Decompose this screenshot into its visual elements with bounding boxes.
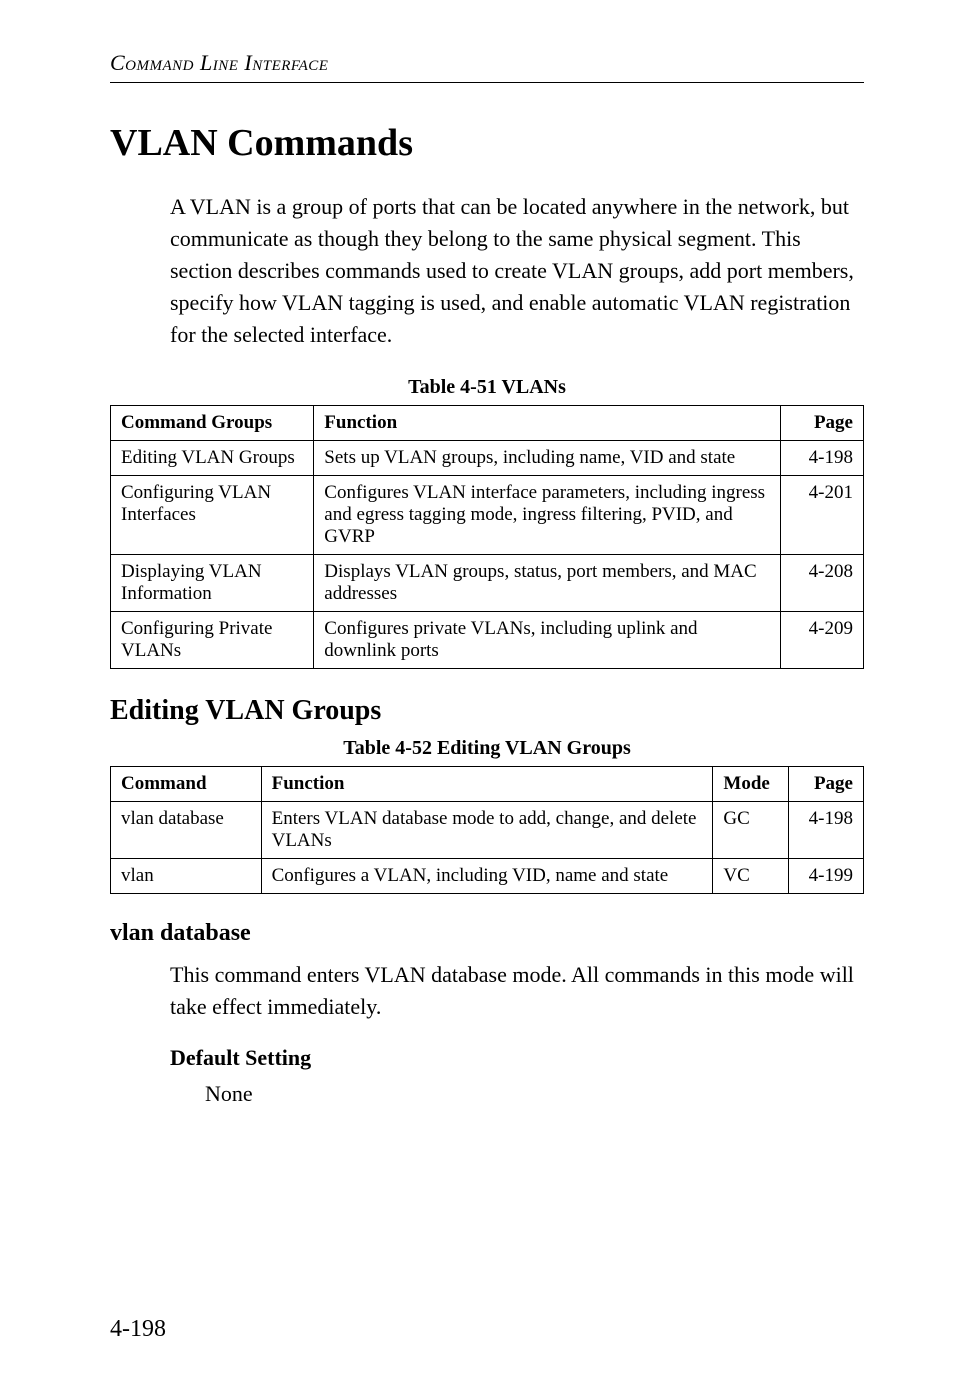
table-cell: VC bbox=[713, 859, 788, 894]
table-header-cell: Mode bbox=[713, 767, 788, 802]
table-cell: vlan database bbox=[111, 802, 262, 859]
table-header-row: Command Function Mode Page bbox=[111, 767, 864, 802]
table-row: Configuring VLAN Interfaces Configures V… bbox=[111, 476, 864, 555]
table1-caption: Table 4-51 VLANs bbox=[110, 376, 864, 399]
table-cell: Configures VLAN interface parameters, in… bbox=[314, 476, 781, 555]
table-cell: 4-209 bbox=[781, 612, 864, 669]
table-cell: Configures private VLANs, including upli… bbox=[314, 612, 781, 669]
table-row: vlan Configures a VLAN, including VID, n… bbox=[111, 859, 864, 894]
default-setting-label: Default Setting bbox=[170, 1045, 864, 1071]
table-header-cell: Page bbox=[781, 406, 864, 441]
table-header-cell: Page bbox=[788, 767, 863, 802]
table-cell: Sets up VLAN groups, including name, VID… bbox=[314, 441, 781, 476]
table-row: Editing VLAN Groups Sets up VLAN groups,… bbox=[111, 441, 864, 476]
default-setting-value: None bbox=[205, 1081, 864, 1107]
table-cell: 4-201 bbox=[781, 476, 864, 555]
table-row: vlan database Enters VLAN database mode … bbox=[111, 802, 864, 859]
table-cell: 4-198 bbox=[781, 441, 864, 476]
table-cell: Displaying VLAN Information bbox=[111, 555, 314, 612]
table-cell: 4-199 bbox=[788, 859, 863, 894]
table-cell: GC bbox=[713, 802, 788, 859]
table-cell: Displays VLAN groups, status, port membe… bbox=[314, 555, 781, 612]
table-cell: 4-198 bbox=[788, 802, 863, 859]
header-rule bbox=[110, 82, 864, 83]
table-editing-vlan-groups: Command Function Mode Page vlan database… bbox=[110, 766, 864, 894]
table-row: Displaying VLAN Information Displays VLA… bbox=[111, 555, 864, 612]
command-description: This command enters VLAN database mode. … bbox=[170, 959, 864, 1023]
table-cell: Editing VLAN Groups bbox=[111, 441, 314, 476]
table-header-cell: Function bbox=[261, 767, 713, 802]
intro-paragraph: A VLAN is a group of ports that can be l… bbox=[170, 191, 864, 350]
subsection-title: Editing VLAN Groups bbox=[110, 695, 864, 727]
running-head: Command Line Interface bbox=[110, 50, 864, 76]
table-header-cell: Command Groups bbox=[111, 406, 314, 441]
table-cell: Configuring VLAN Interfaces bbox=[111, 476, 314, 555]
table-cell: vlan bbox=[111, 859, 262, 894]
table-header-row: Command Groups Function Page bbox=[111, 406, 864, 441]
command-heading: vlan database bbox=[110, 920, 864, 947]
table-cell: 4-208 bbox=[781, 555, 864, 612]
table-header-cell: Function bbox=[314, 406, 781, 441]
page-number: 4-198 bbox=[110, 1316, 166, 1343]
section-title: VLAN Commands bbox=[110, 121, 864, 165]
table-row: Configuring Private VLANs Configures pri… bbox=[111, 612, 864, 669]
table-header-cell: Command bbox=[111, 767, 262, 802]
page: Command Line Interface VLAN Commands A V… bbox=[0, 0, 954, 1388]
table-cell: Configures a VLAN, including VID, name a… bbox=[261, 859, 713, 894]
table2-caption: Table 4-52 Editing VLAN Groups bbox=[110, 737, 864, 760]
table-cell: Enters VLAN database mode to add, change… bbox=[261, 802, 713, 859]
table-vlans: Command Groups Function Page Editing VLA… bbox=[110, 405, 864, 669]
table-cell: Configuring Private VLANs bbox=[111, 612, 314, 669]
